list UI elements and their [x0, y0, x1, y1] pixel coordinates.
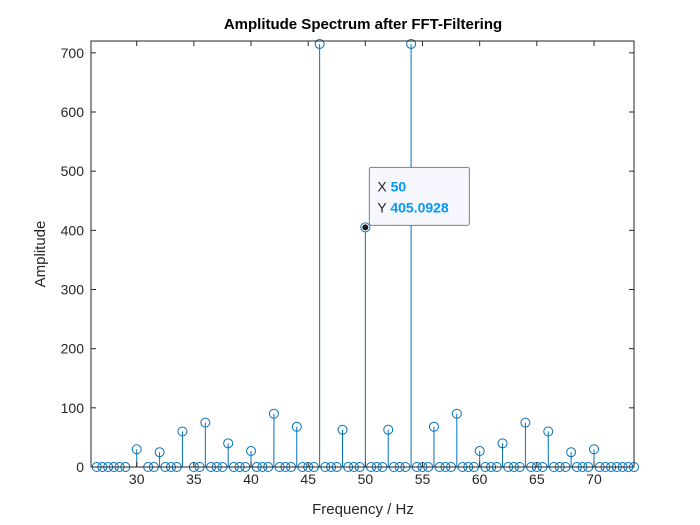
stem-point[interactable]	[337, 424, 348, 467]
stem-point[interactable]	[497, 438, 508, 467]
data-tip-x-label: X	[377, 178, 390, 194]
x-tick-label: 50	[358, 471, 374, 487]
stem-marker[interactable]	[291, 421, 302, 432]
stem-point[interactable]	[223, 438, 234, 467]
stem-point[interactable]	[200, 417, 211, 467]
stem-point[interactable]	[520, 417, 531, 467]
stem-point[interactable]	[451, 408, 462, 467]
stem-marker[interactable]	[406, 38, 417, 49]
x-tick-label: 60	[472, 471, 488, 487]
x-tick-label: 30	[129, 471, 145, 487]
stem-marker[interactable]	[566, 447, 577, 458]
stem-point[interactable]	[177, 426, 188, 467]
stem-point[interactable]	[543, 426, 554, 467]
data-tip-x-row: X 50	[377, 178, 406, 194]
stem-marker[interactable]	[543, 426, 554, 437]
stem-point[interactable]	[291, 421, 302, 467]
stem-marker[interactable]	[588, 444, 599, 455]
x-tick-label: 70	[586, 471, 602, 487]
stem-point[interactable]	[360, 222, 371, 467]
y-tick-label: 700	[61, 45, 85, 61]
stem-point[interactable]	[268, 408, 279, 467]
stem-marker[interactable]	[497, 438, 508, 449]
y-tick-label: 400	[61, 222, 85, 238]
data-tip-y-label: Y	[377, 199, 390, 215]
stem-marker[interactable]	[223, 438, 234, 449]
y-tick-label: 300	[61, 282, 85, 298]
stem-point[interactable]	[314, 38, 325, 467]
data-tip-y-value: 405.0928	[390, 199, 449, 215]
stem-series	[91, 38, 639, 472]
stem-marker[interactable]	[451, 408, 462, 419]
stem-point[interactable]	[566, 447, 577, 467]
x-tick-label: 35	[186, 471, 202, 487]
y-tick-label: 200	[61, 341, 85, 357]
stem-point[interactable]	[383, 424, 394, 467]
data-tip-point[interactable]	[361, 223, 370, 232]
data-tip-y-row: Y 405.0928	[377, 199, 449, 215]
stem-point[interactable]	[406, 38, 417, 467]
y-tick-label: 600	[61, 104, 85, 120]
stem-marker[interactable]	[314, 38, 325, 49]
stem-marker[interactable]	[337, 424, 348, 435]
stem-marker[interactable]	[520, 417, 531, 428]
x-tick-label: 55	[415, 471, 431, 487]
stem-marker[interactable]	[246, 446, 257, 457]
stem-point[interactable]	[154, 447, 165, 467]
y-tick-label: 500	[61, 163, 85, 179]
data-tip[interactable]: X 50Y 405.0928	[361, 166, 470, 232]
stem-marker[interactable]	[131, 444, 142, 455]
stem-marker[interactable]	[360, 222, 371, 233]
x-tick-label: 65	[529, 471, 545, 487]
stem-point[interactable]	[428, 421, 439, 467]
y-tick-label: 0	[76, 459, 84, 475]
stem-marker[interactable]	[154, 447, 165, 458]
y-tick-label: 100	[61, 400, 85, 416]
stem-marker[interactable]	[200, 417, 211, 428]
stem-marker[interactable]	[474, 446, 485, 457]
x-axis-label: Frequency / Hz	[312, 501, 414, 518]
stem-marker[interactable]	[428, 421, 439, 432]
y-axis-label: Amplitude	[32, 221, 49, 288]
stem-marker[interactable]	[177, 426, 188, 437]
data-tip-box[interactable]	[368, 166, 470, 226]
x-tick-label: 45	[300, 471, 316, 487]
stem-marker[interactable]	[383, 424, 394, 435]
data-tip-x-value: 50	[391, 178, 407, 194]
chart-title: Amplitude Spectrum after FFT-Filtering	[224, 16, 502, 33]
x-tick-label: 40	[243, 471, 259, 487]
stem-marker[interactable]	[268, 408, 279, 419]
plot-box	[90, 40, 635, 468]
